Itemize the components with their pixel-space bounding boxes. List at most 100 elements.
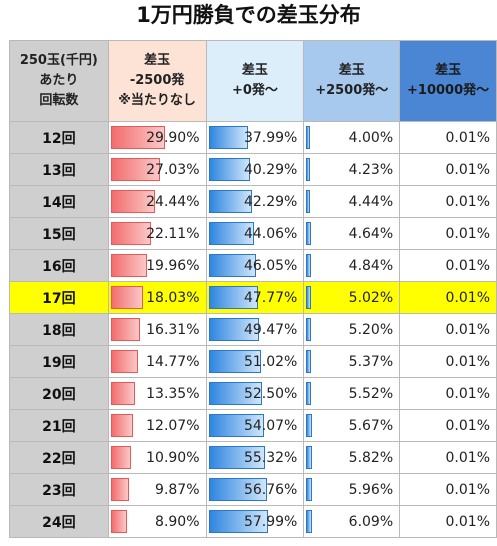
cell-value: 16.31% [146, 321, 200, 338]
win-bar [208, 414, 264, 437]
cell-value: 6.09% [348, 513, 394, 530]
cell-value: 4.44% [348, 193, 394, 210]
cell-value: 57.99% [243, 513, 298, 530]
win-bar [306, 126, 311, 149]
cell-value: 5.37% [348, 353, 394, 370]
table-row: 16回 19.96% 46.05% 4.84% 0.01% [9, 249, 497, 282]
cell-plus10000: 0.01% [399, 249, 497, 282]
loss-bar [110, 222, 151, 245]
loss-bar [110, 510, 127, 533]
cell-value: 8.90% [155, 513, 200, 530]
table-row: 15回 22.11% 44.06% 4.64% 0.01% [9, 217, 497, 250]
win-bar [208, 478, 267, 501]
cell-loss: 8.90% [107, 505, 207, 538]
loss-bar [110, 382, 135, 405]
cell-loss: 12.07% [107, 409, 207, 442]
header-plus0-line2: +0発～ [231, 83, 278, 98]
win-bar [306, 510, 313, 533]
loss-bar [110, 478, 129, 501]
header-plus2500-line1: 差玉 [338, 63, 365, 78]
cell-loss: 16.31% [107, 313, 207, 346]
loss-bar [110, 126, 165, 149]
cell-value: 14.77% [146, 353, 200, 370]
cell-value: 24.44% [146, 193, 200, 210]
cell-value: 0.01% [445, 513, 490, 530]
loss-bar [110, 158, 160, 181]
cell-plus0: 46.05% [205, 249, 305, 282]
row-label: 17回 [9, 281, 109, 314]
cell-value: 56.76% [243, 481, 298, 498]
cell-loss: 10.90% [107, 441, 207, 474]
cell-loss: 13.35% [107, 377, 207, 410]
cell-value: 5.20% [348, 321, 394, 338]
cell-plus2500: 5.82% [303, 441, 401, 474]
header-loss: 差玉 -2500発 ※当たりなし [107, 40, 207, 122]
cell-loss: 22.11% [107, 217, 207, 250]
cell-value: 0.01% [445, 321, 490, 338]
cell-plus2500: 4.84% [303, 249, 401, 282]
cell-plus10000: 0.01% [399, 441, 497, 474]
header-spins-line1: 250玉(千円) [19, 53, 98, 68]
win-bar [306, 446, 313, 469]
row-label: 21回 [9, 409, 109, 442]
win-bar [306, 318, 312, 341]
cell-plus10000: 0.01% [399, 121, 497, 154]
cell-value: 0.01% [445, 417, 490, 434]
cell-value: 29.90% [146, 129, 200, 146]
cell-value: 5.67% [348, 417, 394, 434]
cell-plus10000: 0.01% [399, 281, 497, 314]
cell-plus2500: 4.44% [303, 185, 401, 218]
cell-plus2500: 5.67% [303, 409, 401, 442]
cell-value: 0.01% [445, 481, 490, 498]
cell-value: 54.07% [243, 417, 298, 434]
cell-value: 0.01% [445, 257, 490, 274]
cell-plus10000: 0.01% [399, 345, 497, 378]
cell-plus0: 57.99% [205, 505, 305, 538]
table-row: 21回 12.07% 54.07% 5.67% 0.01% [9, 409, 497, 442]
header-plus0-line1: 差玉 [241, 63, 268, 78]
cell-value: 42.29% [243, 193, 298, 210]
header-plus10000-line2: +10000発～ [407, 83, 490, 98]
cell-plus10000: 0.01% [399, 217, 497, 250]
table-row: 13回 27.03% 40.29% 4.23% 0.01% [9, 153, 497, 186]
win-bar [208, 126, 248, 149]
header-plus2500-line2: +2500発～ [315, 83, 389, 98]
row-label: 22回 [9, 441, 109, 474]
cell-value: 0.01% [445, 193, 490, 210]
loss-bar [110, 350, 138, 373]
cell-value: 4.84% [348, 257, 394, 274]
cell-value: 0.01% [445, 353, 490, 370]
cell-value: 52.50% [243, 385, 298, 402]
win-bar [208, 318, 259, 341]
cell-loss: 14.77% [107, 345, 207, 378]
header-spins: 250玉(千円) あたり 回転数 [9, 40, 109, 122]
cell-plus2500: 5.20% [303, 313, 401, 346]
win-bar [208, 446, 265, 469]
cell-value: 5.96% [348, 481, 394, 498]
cell-value: 18.03% [146, 289, 200, 306]
cell-value: 47.77% [243, 289, 298, 306]
win-bar [306, 414, 313, 437]
cell-plus0: 56.76% [205, 473, 305, 506]
win-bar [208, 190, 252, 213]
row-label: 16回 [9, 249, 109, 282]
table-row: 23回 9.87% 56.76% 5.96% 0.01% [9, 473, 497, 506]
row-label: 19回 [9, 345, 109, 378]
win-bar [208, 222, 254, 245]
loss-bar [110, 254, 147, 277]
cell-value: 0.01% [445, 129, 490, 146]
header-loss-line2: -2500発 [129, 73, 185, 88]
row-label: 14回 [9, 185, 109, 218]
table-row: 22回 10.90% 55.32% 5.82% 0.01% [9, 441, 497, 474]
header-loss-line1: 差玉 [144, 53, 171, 68]
cell-plus2500: 5.96% [303, 473, 401, 506]
cell-plus10000: 0.01% [399, 377, 497, 410]
table-row: 17回 18.03% 47.77% 5.02% 0.01% [9, 281, 497, 314]
cell-plus10000: 0.01% [399, 153, 497, 186]
cell-value: 37.99% [243, 129, 298, 146]
loss-bar [110, 414, 133, 437]
row-label: 15回 [9, 217, 109, 250]
cell-plus0: 44.06% [205, 217, 305, 250]
cell-value: 0.01% [445, 385, 490, 402]
cell-value: 10.90% [146, 449, 200, 466]
